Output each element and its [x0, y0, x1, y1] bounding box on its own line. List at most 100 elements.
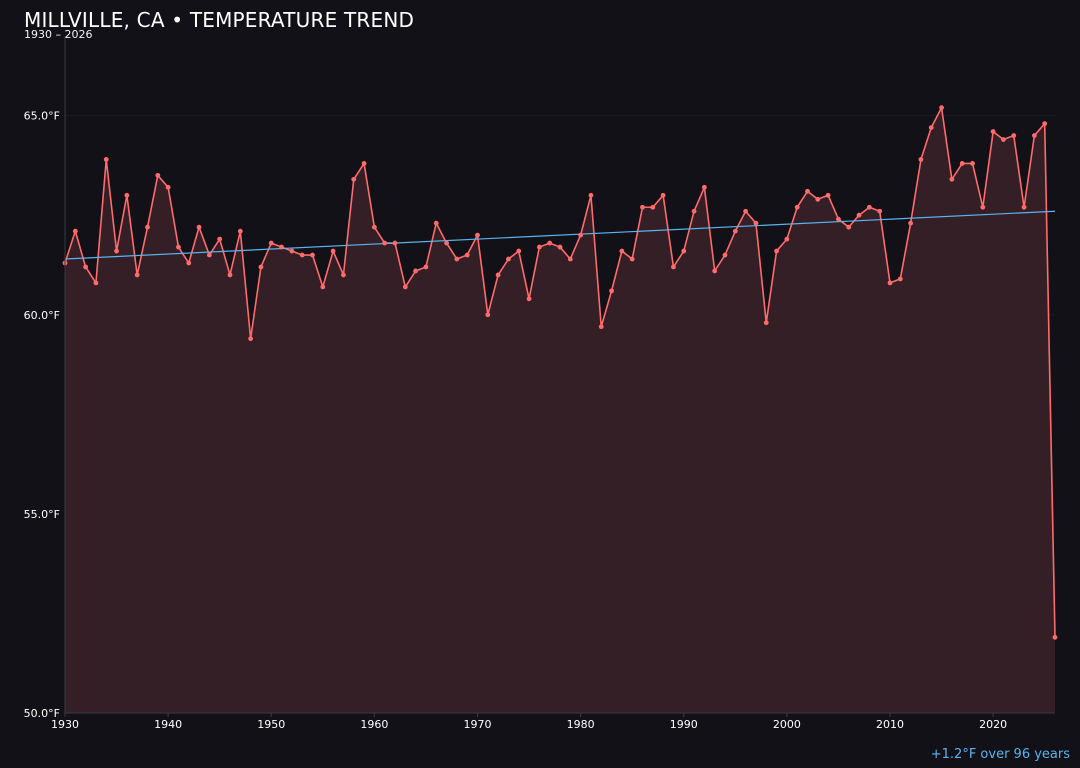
data-point-1990 [681, 248, 687, 254]
data-point-1984 [619, 248, 625, 254]
data-point-1972 [495, 272, 501, 278]
data-point-2006 [846, 224, 852, 230]
y-tick-label: 50.0°F [24, 707, 60, 720]
x-tick-label: 1950 [257, 718, 285, 731]
data-point-1996 [743, 208, 749, 214]
data-point-1983 [609, 288, 614, 294]
data-point-1997 [753, 220, 759, 226]
data-point-1956 [330, 248, 336, 254]
data-point-1958 [351, 176, 357, 182]
data-point-2012 [908, 220, 914, 226]
data-point-1999 [774, 248, 779, 254]
data-point-1935 [114, 248, 119, 254]
chart-subtitle: 1930 – 2026 [24, 28, 93, 41]
data-point-1977 [547, 240, 553, 246]
data-point-1982 [598, 324, 604, 330]
data-point-2019 [980, 204, 986, 210]
data-point-1946 [227, 272, 233, 278]
x-tick-label: 1940 [154, 718, 182, 731]
trend-line [64, 210, 1056, 260]
data-point-1951 [279, 244, 284, 250]
data-point-1965 [423, 264, 429, 270]
data-point-1971 [485, 312, 491, 318]
data-point-2011 [897, 276, 903, 282]
data-point-1979 [567, 256, 573, 262]
data-point-2026 [1052, 634, 1058, 640]
data-point-1975 [526, 296, 532, 302]
data-point-1942 [186, 260, 192, 266]
data-point-1961 [382, 240, 388, 246]
data-point-1967 [444, 240, 449, 246]
data-point-1976 [536, 244, 542, 250]
data-point-1960 [371, 224, 377, 230]
x-tick-label: 1980 [567, 718, 595, 731]
data-point-2008 [866, 204, 872, 210]
data-point-1989 [671, 264, 676, 270]
data-point-1941 [176, 244, 181, 250]
data-point-1955 [320, 284, 326, 290]
y-tick-label: 60.0°F [24, 309, 60, 322]
data-point-1949 [258, 264, 264, 270]
data-point-1995 [732, 228, 738, 234]
x-tick-label: 2010 [876, 718, 904, 731]
data-point-1980 [578, 232, 584, 238]
data-point-1968 [454, 256, 460, 262]
data-point-2013 [918, 157, 924, 162]
data-point-1938 [145, 224, 150, 230]
data-point-1953 [299, 252, 305, 258]
data-point-1937 [134, 272, 140, 278]
x-tick-label: 2000 [773, 718, 801, 731]
data-point-1933 [93, 280, 99, 286]
data-point-1947 [237, 228, 243, 234]
x-tick-label: 1930 [51, 718, 79, 731]
data-point-1959 [361, 161, 367, 166]
data-point-1986 [640, 204, 645, 210]
chart-title: MILLVILLE, CA • TEMPERATURE TREND [24, 8, 415, 32]
data-point-1988 [660, 192, 666, 198]
data-point-1940 [165, 184, 171, 190]
trend-note: +1.2°F over 96 years [930, 747, 1070, 762]
data-point-2024 [1031, 133, 1037, 138]
data-point-1936 [124, 192, 130, 198]
data-point-2023 [1021, 204, 1027, 210]
data-point-2017 [959, 161, 965, 166]
data-point-1991 [691, 208, 697, 214]
data-point-2002 [805, 188, 810, 194]
data-point-2022 [1011, 133, 1017, 138]
data-point-1966 [433, 220, 439, 226]
data-point-1957 [341, 272, 346, 278]
data-point-1973 [506, 256, 511, 262]
data-point-2016 [949, 176, 955, 182]
data-point-1939 [155, 172, 161, 178]
data-point-1994 [722, 252, 728, 258]
data-point-1962 [392, 240, 398, 246]
data-point-1993 [712, 268, 718, 274]
data-point-1932 [83, 264, 89, 270]
data-point-1992 [701, 184, 707, 190]
data-point-2021 [1001, 137, 1006, 142]
data-point-1954 [310, 252, 315, 258]
x-tick-label: 1970 [464, 718, 492, 731]
data-point-1985 [629, 256, 635, 262]
data-point-2004 [825, 192, 831, 198]
data-point-1945 [217, 236, 223, 242]
data-point-1943 [196, 224, 202, 230]
data-point-1981 [588, 192, 594, 198]
data-point-2009 [877, 208, 883, 214]
data-point-1934 [103, 157, 109, 162]
data-point-1987 [650, 204, 656, 210]
data-point-1931 [72, 228, 78, 234]
data-point-2007 [856, 212, 862, 218]
data-point-1964 [413, 268, 419, 274]
data-point-1970 [475, 232, 480, 238]
x-tick-label: 2020 [979, 718, 1007, 731]
data-point-1969 [464, 252, 470, 258]
x-tick-label: 1960 [360, 718, 388, 731]
data-points [62, 105, 1058, 640]
data-point-1944 [206, 252, 212, 258]
data-point-2000 [784, 236, 790, 242]
y-tick-label: 65.0°F [24, 110, 60, 123]
x-tick-label: 1990 [670, 718, 698, 731]
y-ticks: 50.0°F 55.0°F 60.0°F 65.0°F [24, 110, 60, 720]
